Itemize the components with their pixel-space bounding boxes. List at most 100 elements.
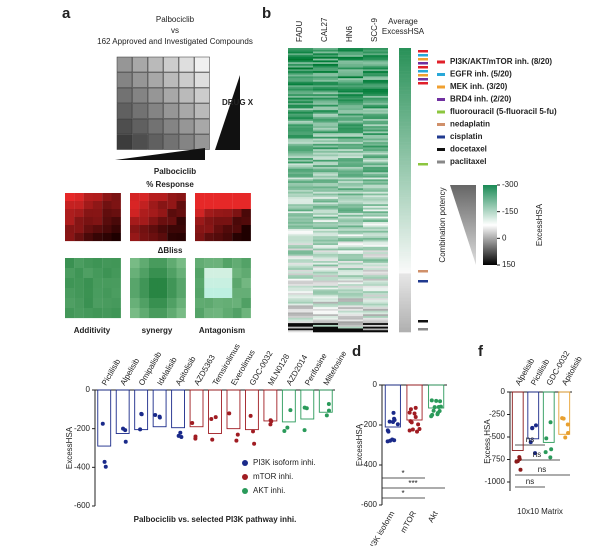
cell xyxy=(313,95,338,98)
cell xyxy=(399,101,411,104)
cell xyxy=(363,278,388,281)
cell xyxy=(399,182,411,185)
cell xyxy=(65,193,75,202)
cell xyxy=(399,214,411,217)
cell xyxy=(288,149,313,152)
cell xyxy=(338,133,363,136)
cell xyxy=(102,258,112,269)
cell xyxy=(148,308,158,319)
cell xyxy=(194,134,210,150)
cell xyxy=(338,205,363,209)
cell xyxy=(338,190,363,193)
cell xyxy=(288,49,313,52)
cell xyxy=(399,326,411,329)
cell xyxy=(363,49,388,52)
legend-label: EGFR inh. (5/20) xyxy=(450,70,512,79)
dot xyxy=(533,451,538,456)
cell xyxy=(399,241,411,244)
cell xyxy=(313,58,338,61)
dot xyxy=(235,432,240,437)
cell xyxy=(65,201,75,210)
cell xyxy=(74,268,84,279)
cell xyxy=(399,280,411,283)
bar xyxy=(428,384,445,409)
legend-label: PI3K isoform inhi. xyxy=(253,458,316,467)
cell xyxy=(288,216,313,219)
cell xyxy=(288,134,313,138)
cell xyxy=(288,323,313,326)
cell xyxy=(338,259,363,262)
cell xyxy=(399,253,411,256)
cell xyxy=(363,58,388,61)
cell xyxy=(288,300,313,303)
cell xyxy=(399,198,411,201)
label: Additivity xyxy=(74,326,111,335)
cell xyxy=(288,305,313,308)
cell xyxy=(288,172,313,175)
cell xyxy=(338,147,363,150)
cell xyxy=(338,156,363,159)
cell xyxy=(338,92,363,95)
cell xyxy=(338,145,363,148)
cell xyxy=(83,278,93,289)
cell xyxy=(111,209,121,218)
cell xyxy=(399,301,411,304)
cell xyxy=(313,269,338,272)
cell xyxy=(288,142,313,145)
cell xyxy=(288,303,313,306)
cell xyxy=(338,321,363,324)
axis-label: DRUG X xyxy=(222,98,254,107)
cell xyxy=(399,74,411,77)
title: vs xyxy=(171,26,179,35)
cell xyxy=(338,81,363,84)
cell xyxy=(288,188,313,191)
cell xyxy=(338,79,363,83)
cell xyxy=(232,278,242,289)
cell xyxy=(363,168,388,171)
cell xyxy=(338,166,363,169)
cell xyxy=(288,213,313,216)
cell xyxy=(313,236,338,239)
brackets xyxy=(382,444,570,499)
cell xyxy=(399,193,411,196)
cell xyxy=(363,117,388,120)
cell xyxy=(313,323,338,326)
cell xyxy=(313,143,338,146)
cell xyxy=(363,129,388,132)
cell xyxy=(363,287,388,290)
bar xyxy=(558,391,571,435)
cell xyxy=(338,159,363,162)
cell xyxy=(132,103,148,119)
colorbar xyxy=(483,185,497,265)
cell xyxy=(288,168,313,171)
cell xyxy=(338,181,363,184)
cell xyxy=(288,209,313,212)
cell xyxy=(288,81,313,84)
cell xyxy=(338,69,363,72)
cell xyxy=(288,99,313,102)
cell xyxy=(399,120,411,123)
cell xyxy=(313,241,338,244)
cell xyxy=(338,129,363,132)
cell xyxy=(399,264,411,267)
cell xyxy=(65,209,75,218)
cell xyxy=(363,220,388,223)
legend-swatch xyxy=(437,135,445,139)
cell xyxy=(178,134,195,150)
cell xyxy=(288,252,313,255)
dot xyxy=(326,408,331,413)
dot xyxy=(392,438,397,443)
cell xyxy=(399,110,411,113)
cell xyxy=(399,255,411,258)
bar xyxy=(97,389,112,447)
cell xyxy=(338,298,363,301)
cell xyxy=(176,193,186,202)
cell xyxy=(338,266,363,269)
cell xyxy=(111,225,121,234)
cell xyxy=(399,188,411,191)
cell xyxy=(313,227,338,230)
colorbar-tick-label: -150 xyxy=(502,207,519,216)
dot xyxy=(213,415,218,420)
annotation: * xyxy=(401,489,404,498)
cell xyxy=(363,237,388,240)
